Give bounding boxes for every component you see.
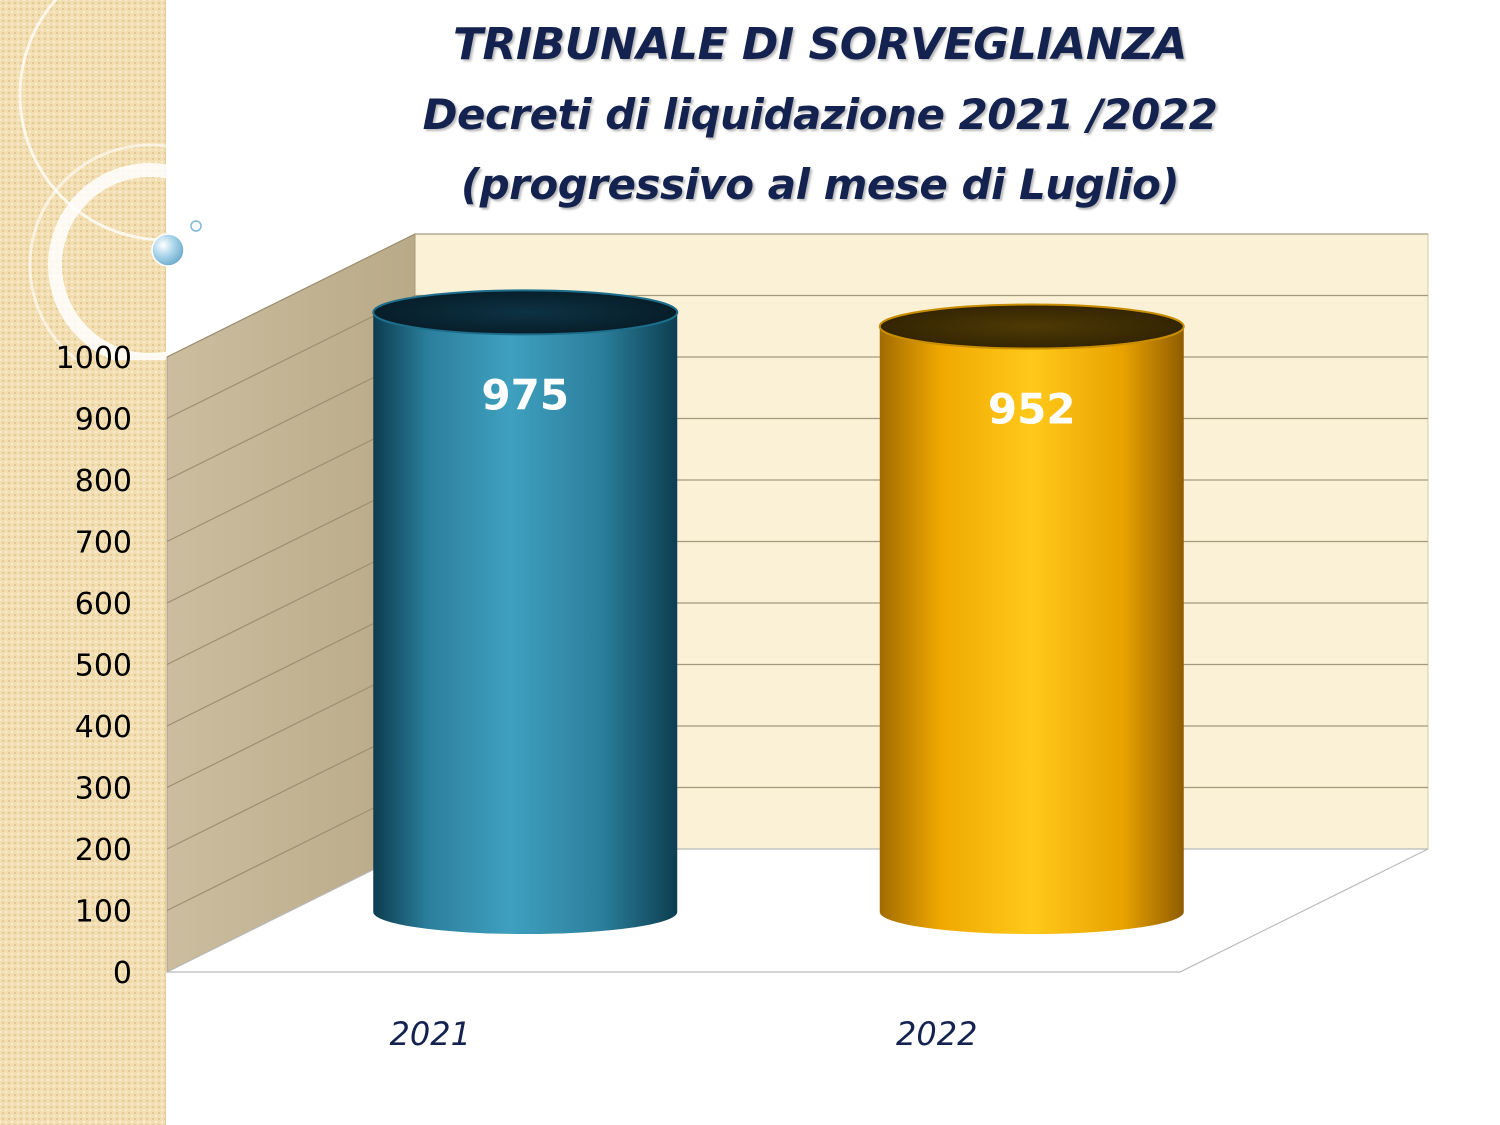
y-tick-label: 200	[75, 833, 132, 868]
bar-body	[373, 312, 678, 935]
gridline-side	[166, 233, 416, 358]
x-tick-label: 2022	[896, 1015, 977, 1053]
y-tick-label: 100	[75, 895, 132, 930]
title-line-3: (progressivo al mese di Luglio)	[460, 160, 1180, 209]
bar-2022: 952	[878, 303, 1185, 935]
decorative-bubble	[190, 220, 202, 232]
x-tick-label: 2021	[390, 1015, 471, 1053]
decorative-ring	[28, 143, 240, 360]
y-tick-label: 0	[113, 956, 132, 991]
data-label: 975	[481, 370, 569, 419]
slide-title: TRIBUNALE DI SORVEGLIANZA Decreti di liq…	[300, 10, 1340, 220]
bar-2021: 975	[372, 289, 679, 935]
y-tick-label: 400	[75, 710, 132, 745]
y-tick-label: 1000	[56, 341, 132, 376]
decorative-circles	[18, 0, 240, 360]
data-label: 952	[988, 385, 1076, 434]
y-tick-label: 500	[75, 649, 132, 684]
y-tick-label: 800	[75, 464, 132, 499]
title-line-2: Decreti di liquidazione 2021 /2022	[422, 90, 1218, 139]
y-tick-label: 900	[75, 403, 132, 438]
y-tick-label: 600	[75, 587, 132, 622]
decorative-bubble	[151, 233, 185, 267]
bar-top	[878, 303, 1185, 350]
decorative-side-strip	[0, 0, 166, 1125]
bar-body	[879, 326, 1184, 935]
decorative-ring	[48, 163, 240, 360]
y-tick-label: 700	[75, 526, 132, 561]
y-tick-label: 300	[75, 772, 132, 807]
title-line-1: TRIBUNALE DI SORVEGLIANZA	[453, 19, 1187, 70]
bar-top	[372, 289, 679, 336]
